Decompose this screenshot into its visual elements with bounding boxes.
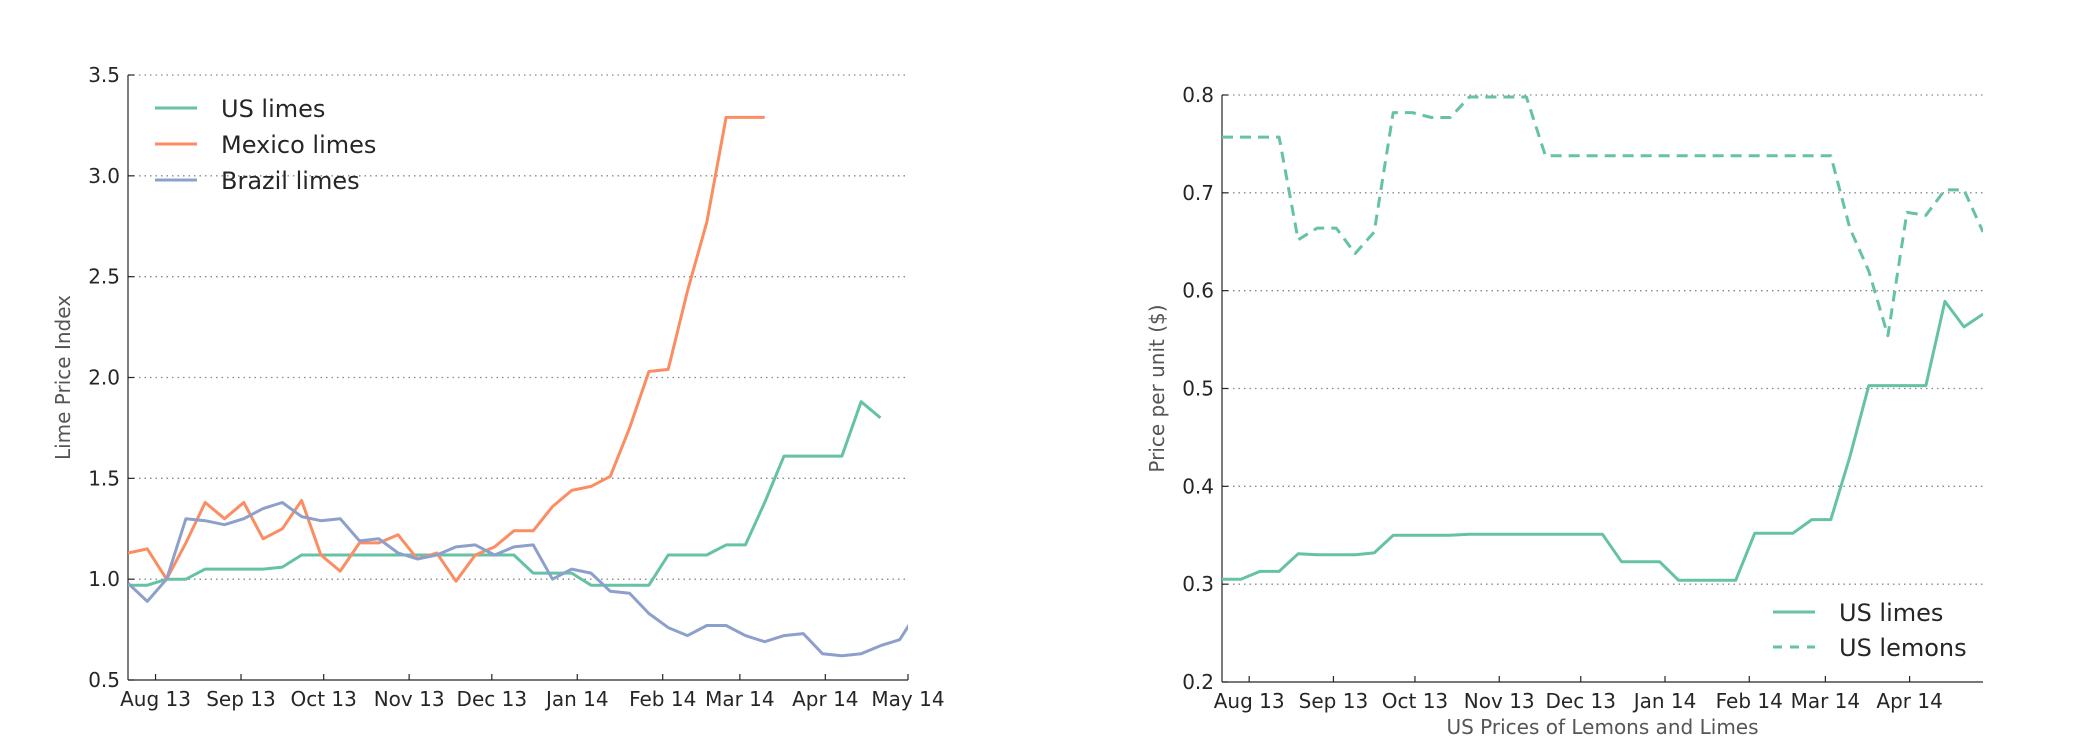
y-tick-label: 2.0	[88, 366, 120, 390]
legend-label: Mexico limes	[221, 131, 376, 159]
x-tick-label: Aug 13	[120, 687, 191, 711]
y-tick-label: 0.3	[1182, 572, 1214, 596]
legend: US limes Mexico limes Brazil limes	[155, 95, 376, 195]
x-tick-label: Dec 13	[457, 687, 528, 711]
y-tick-label: 0.5	[88, 668, 120, 692]
y-tick-label: 0.2	[1182, 670, 1214, 694]
y-tick-label: 3.5	[88, 63, 120, 87]
lime-price-index-chart: 0.5 1.0 1.5 2.0 2.5 3.0 3.5 Aug 13 Sep 13 Oct 13 N…	[51, 63, 945, 711]
y-tick-label: 1.5	[88, 466, 120, 490]
x-tick-label: Jan 14	[1632, 689, 1697, 713]
y-tick-label: 3.0	[88, 164, 120, 188]
y-tick-label: 1.0	[88, 567, 120, 591]
y-tick-label: 0.6	[1182, 279, 1214, 303]
series-line-us-lemons	[1222, 95, 1983, 338]
y-tick-label: 0.8	[1182, 83, 1214, 107]
plot-area	[128, 115, 908, 658]
x-tick-label: Mar 14	[1791, 689, 1861, 713]
y-tick-label: 2.5	[88, 265, 120, 289]
legend-label: US limes	[221, 95, 325, 123]
series-line-mexico-limes	[128, 115, 765, 583]
x-tick-label: Mar 14	[705, 687, 775, 711]
us-lemon-lime-price-chart: 0.2 0.3 0.4 0.5 0.6 0.7 0.8 Aug 13 Sep 13 Oct 13 N…	[1145, 83, 1983, 739]
plot-area	[1222, 95, 1983, 582]
y-axis-label: Lime Price Index	[51, 295, 75, 460]
x-tick-label: Sep 13	[1299, 689, 1369, 713]
series-line-us-limes	[1222, 299, 1983, 582]
x-tick-label: Oct 13	[290, 687, 356, 711]
y-tick-label: 0.7	[1182, 181, 1214, 205]
legend-label: Brazil limes	[221, 167, 360, 195]
legend-label: US lemons	[1839, 634, 1967, 662]
x-tick-label: Apr 14	[1876, 689, 1942, 713]
y-axis-label: Price per unit ($)	[1145, 304, 1169, 472]
x-tick-label: Aug 13	[1214, 689, 1285, 713]
x-tick-label: Jan 14	[544, 687, 609, 711]
series-line-us-limes	[128, 400, 882, 587]
x-tick-label: Dec 13	[1545, 689, 1616, 713]
x-tick-label: Feb 14	[1716, 689, 1783, 713]
x-tick-label: Nov 13	[1464, 689, 1535, 713]
legend: US limes US lemons	[1773, 599, 1967, 662]
y-tick-label: 0.5	[1182, 377, 1214, 401]
x-tick-label: Nov 13	[374, 687, 445, 711]
legend-label: US limes	[1839, 599, 1943, 627]
series-line-brazil-limes	[128, 501, 908, 658]
x-tick-label: Apr 14	[792, 687, 858, 711]
x-tick-label: Oct 13	[1382, 689, 1448, 713]
x-tick-label: Sep 13	[206, 687, 276, 711]
x-tick-label: May 14	[871, 687, 944, 711]
x-axis-label: US Prices of Lemons and Limes	[1446, 715, 1758, 739]
y-tick-label: 0.4	[1182, 474, 1214, 498]
x-tick-label: Feb 14	[629, 687, 696, 711]
